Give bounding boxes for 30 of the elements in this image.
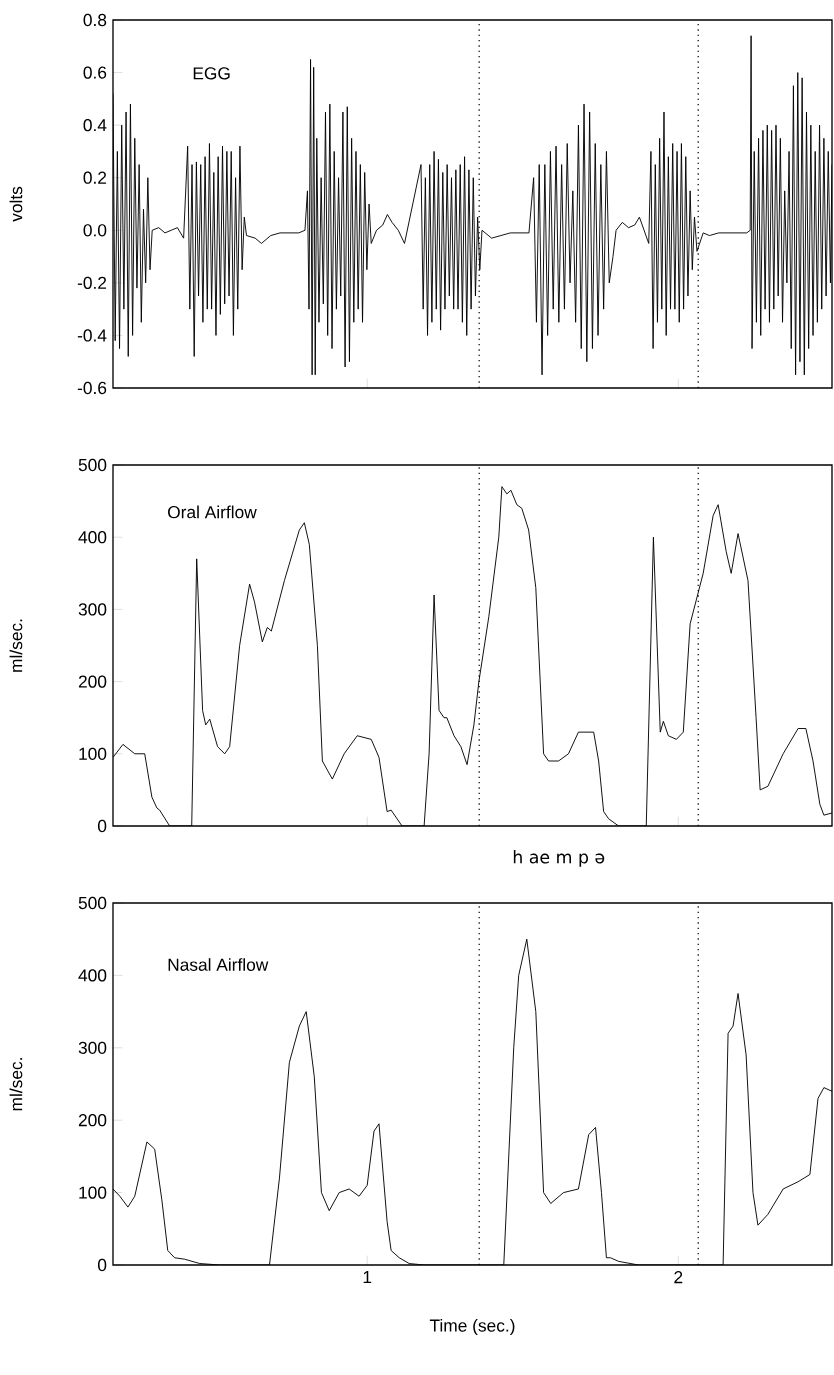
y-tick-label: 0.2 (83, 171, 107, 184)
y-axis-title: ml/sec. (9, 619, 23, 672)
y-tick-label: 300 (78, 603, 107, 616)
y-tick-label: -0.6 (77, 381, 107, 395)
y-tick-label: -0.4 (77, 329, 107, 342)
y-tick-label: 0 (97, 1258, 107, 1272)
text: Nasal Airflow (168, 958, 269, 971)
y-tick-label: 0.6 (83, 66, 107, 79)
y-axis-title: ml/sec. (9, 1058, 23, 1111)
x-tick-label: 1 (363, 1271, 372, 1283)
y-tick-label: 100 (79, 747, 107, 760)
y-tick-label: 400 (78, 531, 107, 544)
y-tick-label: 200 (78, 675, 107, 688)
x-axis-title: Time (sec.) (429, 1318, 515, 1336)
text: Oral Airflow (168, 505, 257, 519)
y-tick-label: 300 (78, 1041, 107, 1054)
text: h ae m p ə (513, 850, 605, 867)
y-tick-label: 500 (78, 458, 107, 472)
x-tick-label: 2 (674, 1271, 683, 1284)
y-tick-label: 200 (78, 1114, 107, 1127)
y-axis-title: volts (9, 186, 23, 222)
y-tick-label: 100 (79, 1186, 107, 1199)
text: EGG (193, 67, 230, 80)
y-tick-label: 0 (97, 819, 107, 833)
y-tick-label: 0.0 (83, 224, 107, 237)
y-tick-label: 0.4 (83, 119, 107, 132)
y-tick-label: 0.8 (83, 13, 107, 27)
y-tick-label: 400 (78, 969, 107, 982)
y-tick-label: -0.2 (77, 276, 107, 289)
y-tick-label: 500 (78, 896, 107, 910)
